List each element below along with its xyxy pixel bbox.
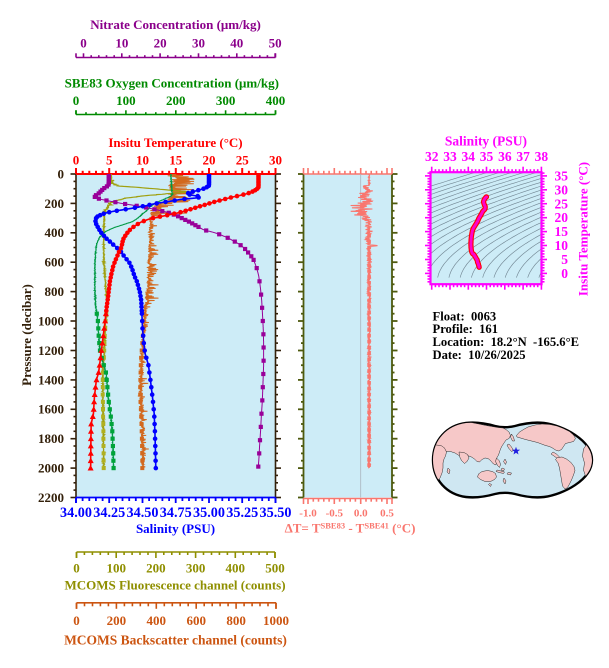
svg-text:0.0: 0.0 (354, 507, 368, 519)
svg-text:200: 200 (146, 560, 166, 575)
svg-text:Nitrate Concentration (μm/kg): Nitrate Concentration (μm/kg) (90, 17, 261, 32)
svg-text:10: 10 (136, 152, 149, 167)
svg-text:200: 200 (166, 93, 186, 108)
svg-text:15: 15 (169, 152, 183, 167)
svg-text:0.5: 0.5 (380, 507, 394, 519)
svg-text:Insitu Temperature (°C): Insitu Temperature (°C) (576, 162, 591, 296)
svg-text:30: 30 (269, 152, 282, 167)
svg-text:500: 500 (265, 560, 285, 575)
svg-text:25: 25 (555, 196, 569, 211)
svg-text:34.25: 34.25 (93, 505, 125, 521)
svg-text:50: 50 (269, 35, 282, 50)
svg-text:Salinity (PSU): Salinity (PSU) (445, 134, 527, 149)
svg-text:2200: 2200 (38, 490, 64, 505)
svg-text:0: 0 (73, 613, 80, 628)
svg-text:Profile: 161: Profile: 161 (433, 322, 499, 336)
svg-text:0: 0 (561, 266, 568, 281)
svg-text:600: 600 (186, 613, 206, 628)
svg-text:Float: 0063: Float: 0063 (433, 309, 497, 323)
svg-text:800: 800 (45, 284, 65, 299)
svg-text:34.00: 34.00 (60, 505, 92, 521)
svg-text:15: 15 (555, 224, 569, 239)
svg-text:34.50: 34.50 (127, 505, 159, 521)
svg-text:2000: 2000 (38, 460, 64, 475)
svg-text:100: 100 (116, 93, 136, 108)
svg-text:0: 0 (73, 560, 80, 575)
svg-text:10: 10 (115, 35, 128, 50)
svg-text:400: 400 (266, 93, 286, 108)
svg-text:35.50: 35.50 (260, 505, 292, 521)
svg-text:38: 38 (535, 149, 549, 164)
svg-text:0: 0 (73, 93, 80, 108)
svg-text:0: 0 (80, 35, 87, 50)
svg-text:600: 600 (45, 255, 65, 270)
svg-text:Salinity (PSU): Salinity (PSU) (136, 521, 215, 536)
svg-text:35: 35 (555, 168, 569, 183)
svg-text:5: 5 (106, 152, 113, 167)
svg-text:35.25: 35.25 (226, 505, 258, 521)
svg-text:400: 400 (226, 560, 246, 575)
svg-text:32: 32 (425, 149, 439, 164)
svg-text:Location: 18.2°N -165.6°E: Location: 18.2°N -165.6°E (433, 335, 580, 349)
svg-text:10: 10 (555, 238, 569, 253)
svg-text:1800: 1800 (38, 431, 64, 446)
svg-text:1600: 1600 (38, 402, 64, 417)
svg-text:SBE83 Oxygen Concentration (μm: SBE83 Oxygen Concentration (μm/kg) (65, 76, 279, 91)
svg-text:20: 20 (555, 210, 569, 225)
svg-text:20: 20 (203, 152, 216, 167)
svg-text:37: 37 (516, 149, 530, 164)
svg-text:33: 33 (443, 149, 457, 164)
svg-text:0: 0 (73, 152, 80, 167)
svg-text:30: 30 (555, 182, 569, 197)
svg-text:400: 400 (45, 225, 65, 240)
svg-text:20: 20 (154, 35, 167, 50)
svg-text:MCOMS Fluorescence channel (co: MCOMS Fluorescence channel (counts) (64, 578, 285, 593)
svg-text:800: 800 (226, 613, 246, 628)
svg-text:34.75: 34.75 (160, 505, 192, 521)
svg-text:35.00: 35.00 (193, 505, 225, 521)
svg-text:1400: 1400 (38, 372, 64, 387)
svg-text:35: 35 (480, 149, 494, 164)
svg-text:-0.5: -0.5 (326, 507, 344, 519)
svg-text:34: 34 (462, 149, 476, 164)
svg-text:200: 200 (107, 613, 127, 628)
svg-text:30: 30 (192, 35, 205, 50)
svg-text:100: 100 (106, 560, 126, 575)
svg-text:400: 400 (147, 613, 167, 628)
svg-text:25: 25 (236, 152, 250, 167)
svg-text:0: 0 (58, 166, 65, 181)
svg-text:40: 40 (230, 35, 243, 50)
svg-text:5: 5 (561, 252, 568, 267)
svg-text:300: 300 (216, 93, 236, 108)
svg-text:300: 300 (186, 560, 206, 575)
svg-text:1200: 1200 (38, 343, 64, 358)
svg-text:1000: 1000 (263, 613, 289, 628)
svg-text:MCOMS Backscatter channel (cou: MCOMS Backscatter channel (counts) (64, 632, 287, 647)
svg-text:1000: 1000 (38, 313, 64, 328)
svg-text:ΔT= TSBE83 - TSBE41 (°C): ΔT= TSBE83 - TSBE41 (°C) (285, 521, 416, 536)
svg-text:200: 200 (45, 196, 65, 211)
svg-text:Pressure (decibar): Pressure (decibar) (19, 284, 34, 386)
svg-text:36: 36 (498, 149, 512, 164)
svg-text:Date: 10/26/2025: Date: 10/26/2025 (433, 348, 526, 362)
svg-text:-1.0: -1.0 (299, 507, 317, 519)
svg-text:Insitu Temperature (°C): Insitu Temperature (°C) (108, 135, 242, 150)
